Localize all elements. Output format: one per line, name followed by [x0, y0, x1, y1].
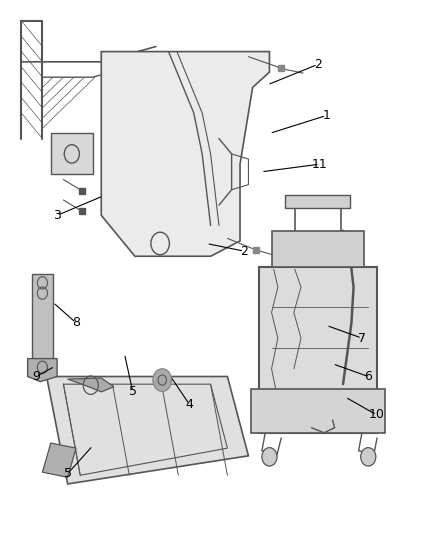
Text: 10: 10: [369, 408, 385, 422]
Polygon shape: [32, 274, 53, 361]
Text: 5: 5: [64, 467, 72, 480]
Circle shape: [262, 448, 277, 466]
Polygon shape: [51, 133, 93, 174]
Polygon shape: [46, 376, 248, 484]
Circle shape: [361, 448, 376, 466]
Text: 11: 11: [312, 158, 328, 171]
Text: 8: 8: [72, 316, 80, 329]
Polygon shape: [286, 195, 350, 208]
Text: 2: 2: [314, 58, 322, 71]
Polygon shape: [101, 52, 269, 256]
Text: 7: 7: [358, 332, 366, 345]
Polygon shape: [42, 443, 76, 478]
Text: 1: 1: [322, 109, 330, 122]
Text: 3: 3: [53, 209, 61, 222]
Polygon shape: [67, 378, 114, 392]
Circle shape: [153, 369, 172, 391]
Text: 4: 4: [186, 398, 194, 411]
Polygon shape: [28, 359, 57, 382]
Polygon shape: [272, 231, 364, 266]
Polygon shape: [251, 389, 385, 433]
Polygon shape: [259, 266, 377, 433]
Text: 9: 9: [32, 370, 40, 383]
Text: 2: 2: [240, 245, 248, 257]
Text: 6: 6: [364, 370, 372, 383]
Text: 5: 5: [129, 385, 137, 398]
